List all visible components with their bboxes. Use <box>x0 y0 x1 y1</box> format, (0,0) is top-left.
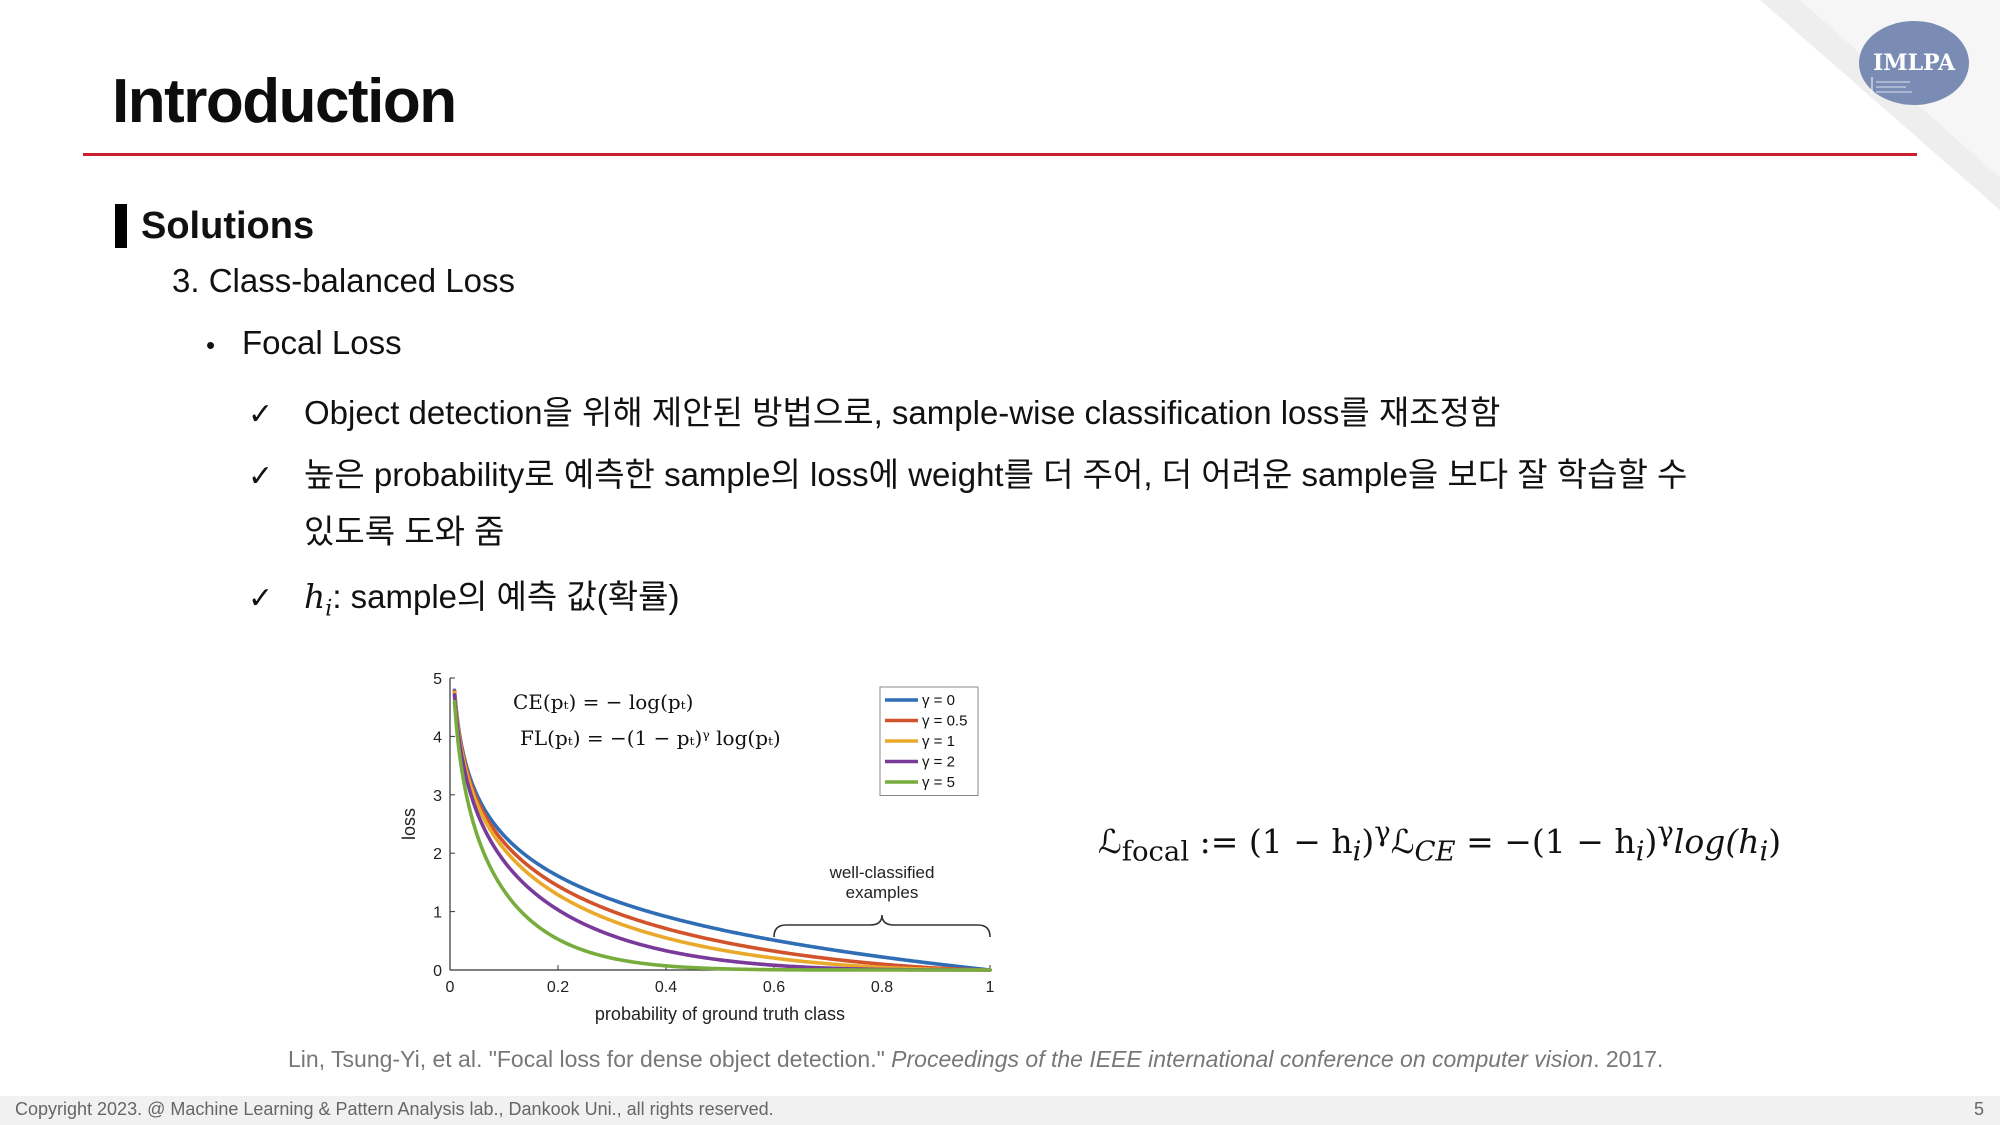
y-axis-label: loss <box>400 808 419 840</box>
focal-loss-formula: ℒfocal := (1 − hi)γℒCE = −(1 − hi)γlog(h… <box>1098 816 1782 868</box>
legend-label: γ = 5 <box>922 774 955 791</box>
copyright-text: Copyright 2023. @ Machine Learning & Pat… <box>15 1099 774 1119</box>
y-tick-label: 2 <box>433 846 442 863</box>
x-tick-label: 0 <box>446 979 455 996</box>
y-tick-label: 5 <box>433 671 442 688</box>
bullet-label: Focal Loss <box>242 324 402 361</box>
check-item-3: ✓ hi: sample의 예측 값(확률) <box>248 570 680 622</box>
check-text-2: 높은 probability로 예측한 sample의 loss에 weight… <box>304 456 1688 493</box>
y-tick-label: 1 <box>433 905 442 922</box>
y-tick-label: 0 <box>433 963 442 980</box>
section-bar <box>115 204 127 248</box>
check-text-2-continued: 있도록 도와 줌 <box>304 513 505 550</box>
check-text-3: : sample의 예측 값(확률) <box>332 578 680 615</box>
series-line <box>452 689 992 972</box>
legend-label: γ = 0 <box>922 692 955 709</box>
x-tick-label: 0.8 <box>871 979 893 996</box>
section-heading: Solutions <box>115 204 314 248</box>
page-number: 5 <box>1973 1099 1984 1119</box>
x-tick-label: 1 <box>986 979 995 996</box>
check-item-2: ✓ 높은 probability로 예측한 sample의 loss에 weigh… <box>248 448 1687 496</box>
x-tick-label: 0.4 <box>655 979 677 996</box>
y-tick-label: 4 <box>433 729 442 746</box>
annotation-brace <box>773 914 991 938</box>
series-line <box>452 699 992 972</box>
numbered-item: 3. Class-balanced Loss <box>172 262 516 299</box>
svg-text:IMLPA: IMLPA <box>1873 50 1956 76</box>
bullet-dot-icon: • <box>206 330 216 360</box>
chart-formula-ce: CE(pₜ) = − log(pₜ) <box>513 690 693 714</box>
title-rule <box>83 153 1917 156</box>
checkmark-icon: ✓ <box>248 398 274 431</box>
citation: Lin, Tsung-Yi, et al. "Focal loss for de… <box>288 1046 1664 1072</box>
legend-label: γ = 2 <box>922 754 955 771</box>
bullet-item: • Focal Loss <box>206 324 402 362</box>
legend-label: γ = 1 <box>922 733 955 750</box>
y-tick-label: 3 <box>433 788 442 805</box>
x-tick-label: 0.6 <box>763 979 785 996</box>
legend-label: γ = 0.5 <box>922 713 967 730</box>
checkmark-icon: ✓ <box>248 582 274 615</box>
slide-title: Introduction <box>112 67 457 136</box>
annotation-label: well-classified <box>829 863 935 882</box>
focal-loss-chart: 0 0.2 0.4 0.6 0.8 1 0 1 2 3 4 5 probability of groun… <box>400 671 995 1024</box>
check-text-1: Object detection을 위해 제안된 방법으로, sample-wi… <box>304 394 1501 431</box>
check-item-1: ✓ Object detection을 위해 제안된 방법으로, sample-w… <box>248 386 1500 434</box>
section-label: Solutions <box>141 204 315 247</box>
x-tick-label: 0.2 <box>547 979 569 996</box>
hi-variable: hi <box>304 577 333 622</box>
legend-box <box>879 686 979 796</box>
chart-formula-fl: FL(pₜ) = −(1 − pₜ)ᵞ log(pₜ) <box>520 726 781 750</box>
series-line <box>452 688 992 972</box>
x-axis-label: probability of ground truth class <box>595 1004 845 1024</box>
chart-legend: γ = 0 γ = 0.5 γ = 1 γ = 2 γ = 5 <box>879 686 979 796</box>
annotation-label: examples <box>846 883 919 902</box>
checkmark-icon: ✓ <box>248 460 274 493</box>
mlpa-logo: IMLPA <box>1859 21 1969 105</box>
footer-bar: Copyright 2023. @ Machine Learning & Pat… <box>0 1096 2000 1125</box>
